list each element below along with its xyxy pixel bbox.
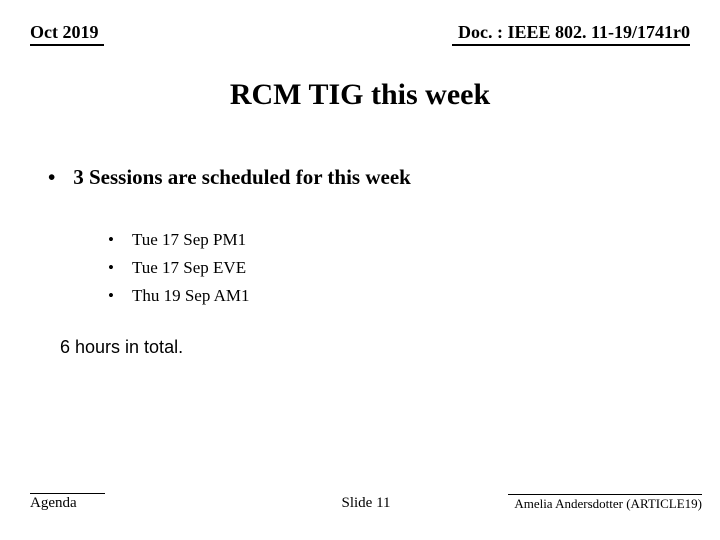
header-doc-id: Doc. : IEEE 802. 11-19/1741r0 <box>452 22 690 46</box>
bullet-icon: • <box>48 165 68 190</box>
session-text: Tue 17 Sep PM1 <box>132 230 246 249</box>
bullet-icon: • <box>108 230 128 250</box>
total-hours: 6 hours in total. <box>60 337 183 358</box>
session-text: Tue 17 Sep EVE <box>132 258 246 277</box>
bullet-icon: • <box>108 286 128 306</box>
list-item: • Tue 17 Sep EVE <box>108 258 250 278</box>
list-item: • Tue 17 Sep PM1 <box>108 230 250 250</box>
main-bullet: • 3 Sessions are scheduled for this week <box>48 165 411 190</box>
main-bullet-text: 3 Sessions are scheduled for this week <box>73 165 411 189</box>
list-item: • Thu 19 Sep AM1 <box>108 286 250 306</box>
footer-author: Amelia Andersdotter (ARTICLE19) <box>508 494 702 512</box>
footer-section: Agenda <box>30 493 105 512</box>
header-date: Oct 2019 <box>30 22 104 46</box>
session-text: Thu 19 Sep AM1 <box>132 286 250 305</box>
session-list: • Tue 17 Sep PM1 • Tue 17 Sep EVE • Thu … <box>108 230 250 314</box>
footer-slide-number: Slide 11 <box>341 495 390 512</box>
bullet-icon: • <box>108 258 128 278</box>
page-title: RCM TIG this week <box>0 78 720 112</box>
